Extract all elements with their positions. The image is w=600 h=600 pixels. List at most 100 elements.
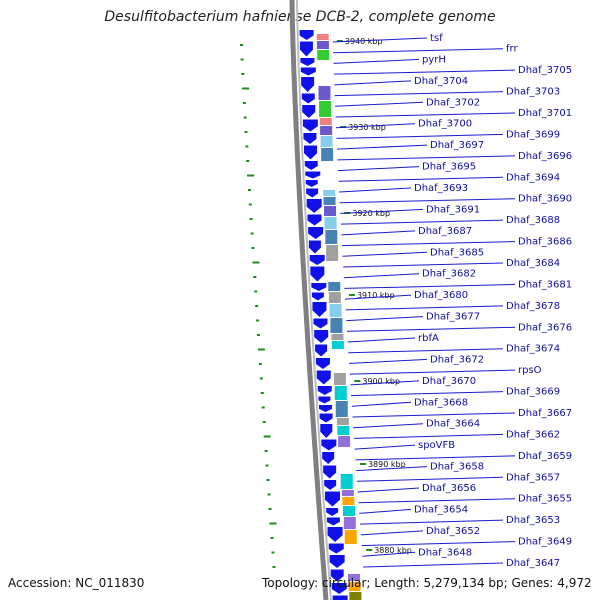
- cds-arrow: [302, 105, 316, 118]
- gc-marker: [267, 493, 271, 496]
- leader-line: [344, 283, 516, 289]
- cog-block: [335, 401, 348, 417]
- gene-label: Dhaf_3701: [518, 108, 572, 119]
- leader-line: [342, 251, 428, 257]
- gene-label: Dhaf_3647: [506, 558, 560, 569]
- leader-line: [338, 166, 420, 172]
- gene-label: Dhaf_3695: [422, 162, 476, 173]
- gc-marker: [240, 44, 243, 46]
- cds-arrow: [301, 77, 315, 92]
- cds-arrow: [317, 386, 332, 395]
- gene-label: Dhaf_3705: [518, 65, 572, 76]
- scale-label: 3910 kbp: [357, 291, 395, 300]
- gene-label: Dhaf_3696: [518, 151, 572, 162]
- leader-line: [356, 466, 428, 472]
- gc-marker: [269, 522, 277, 525]
- cog-block: [337, 426, 350, 435]
- scale-label: 3900 kbp: [362, 377, 400, 386]
- gene-label: Dhaf_3668: [414, 397, 468, 408]
- leader-line: [341, 241, 516, 247]
- cds-arrow: [300, 58, 315, 66]
- leader-line: [362, 551, 416, 557]
- gene-label: Dhaf_3667: [518, 408, 572, 419]
- cog-block: [338, 436, 351, 447]
- gene-label: Dhaf_3669: [506, 387, 560, 398]
- cds-arrow: [299, 41, 313, 57]
- cds-arrow: [304, 145, 318, 160]
- leader-line: [348, 358, 428, 364]
- leader-line: [345, 294, 412, 300]
- cds-arrow: [315, 358, 330, 369]
- cds-arrow: [314, 330, 329, 343]
- cog-block: [328, 282, 341, 291]
- cog-block: [348, 582, 361, 591]
- cog-block: [349, 592, 362, 600]
- accession-text: Accession: NC_011830: [8, 576, 145, 590]
- cds-arrow-track: [299, 30, 348, 600]
- cog-block: [321, 148, 334, 161]
- gene-label: Dhaf_3686: [518, 237, 572, 248]
- cog-block: [325, 230, 338, 244]
- scale-tick: [359, 463, 366, 465]
- cds-arrow: [307, 214, 322, 226]
- gene-label: Dhaf_3662: [506, 429, 560, 440]
- leader-line: [349, 369, 516, 375]
- cds-arrow: [332, 595, 348, 600]
- cog-block: [336, 418, 349, 425]
- leader-line: [351, 401, 412, 407]
- cds-arrow: [311, 283, 327, 291]
- leader-line: [346, 316, 424, 322]
- leader-line: [354, 444, 416, 450]
- gene-label: Dhaf_3697: [430, 140, 484, 151]
- gene-label: Dhaf_3694: [506, 172, 560, 183]
- gene-label-track: tsf frr pyrH Dhaf_3705 Dhaf_3704 Dhaf_3703 Dha…: [332, 33, 572, 569]
- gc-marker: [266, 479, 270, 481]
- gene-label: Dhaf_3688: [506, 215, 560, 226]
- leader-line: [356, 476, 504, 482]
- cds-arrow: [310, 266, 325, 282]
- cds-arrow: [303, 133, 317, 144]
- cds-arrow: [319, 405, 333, 412]
- leader-line: [360, 519, 504, 525]
- gc-marker: [253, 276, 257, 278]
- cds-arrow: [328, 543, 344, 554]
- gene-label: Dhaf_3656: [422, 483, 476, 494]
- cog-block: [324, 217, 337, 229]
- gc-marker: [272, 566, 276, 568]
- gene-label: Dhaf_3682: [422, 269, 476, 280]
- leader-line: [336, 133, 504, 139]
- gene-label: Dhaf_3684: [506, 258, 560, 269]
- cog-block: [323, 197, 336, 205]
- cog-block: [331, 334, 344, 340]
- map-title: Desulfitobacterium hafniense DCB-2, comp…: [104, 9, 496, 25]
- cog-block: [326, 245, 339, 261]
- gc-marker: [248, 203, 252, 206]
- gc-marker: [271, 551, 275, 554]
- cds-arrow: [330, 569, 344, 582]
- cog-block: [317, 50, 330, 60]
- scale-tick: [336, 40, 343, 42]
- cog-block: [348, 574, 361, 581]
- gene-label: rbfA: [418, 333, 439, 344]
- leader-line: [350, 380, 420, 386]
- scale-tick: [348, 294, 355, 296]
- gene-label: frr: [506, 44, 518, 55]
- cds-arrow: [324, 480, 337, 490]
- gene-label: Dhaf_3699: [506, 129, 560, 140]
- gc-marker: [246, 160, 250, 162]
- gc-marker: [260, 392, 264, 394]
- gene-label: Dhaf_3672: [430, 354, 484, 365]
- cog-block: [333, 373, 346, 385]
- gene-label: Dhaf_3676: [518, 322, 572, 333]
- backbone-track: [289, 0, 332, 600]
- cds-arrow: [326, 508, 339, 516]
- gc-marker: [247, 189, 251, 191]
- gc-marker: [268, 508, 272, 510]
- leader-line: [337, 155, 516, 161]
- leader-line: [345, 305, 504, 311]
- gene-label: Dhaf_3693: [414, 183, 468, 194]
- leader-line: [334, 91, 504, 97]
- scale-tick: [366, 549, 373, 551]
- cog-block: [319, 118, 332, 125]
- cds-arrow: [301, 93, 315, 104]
